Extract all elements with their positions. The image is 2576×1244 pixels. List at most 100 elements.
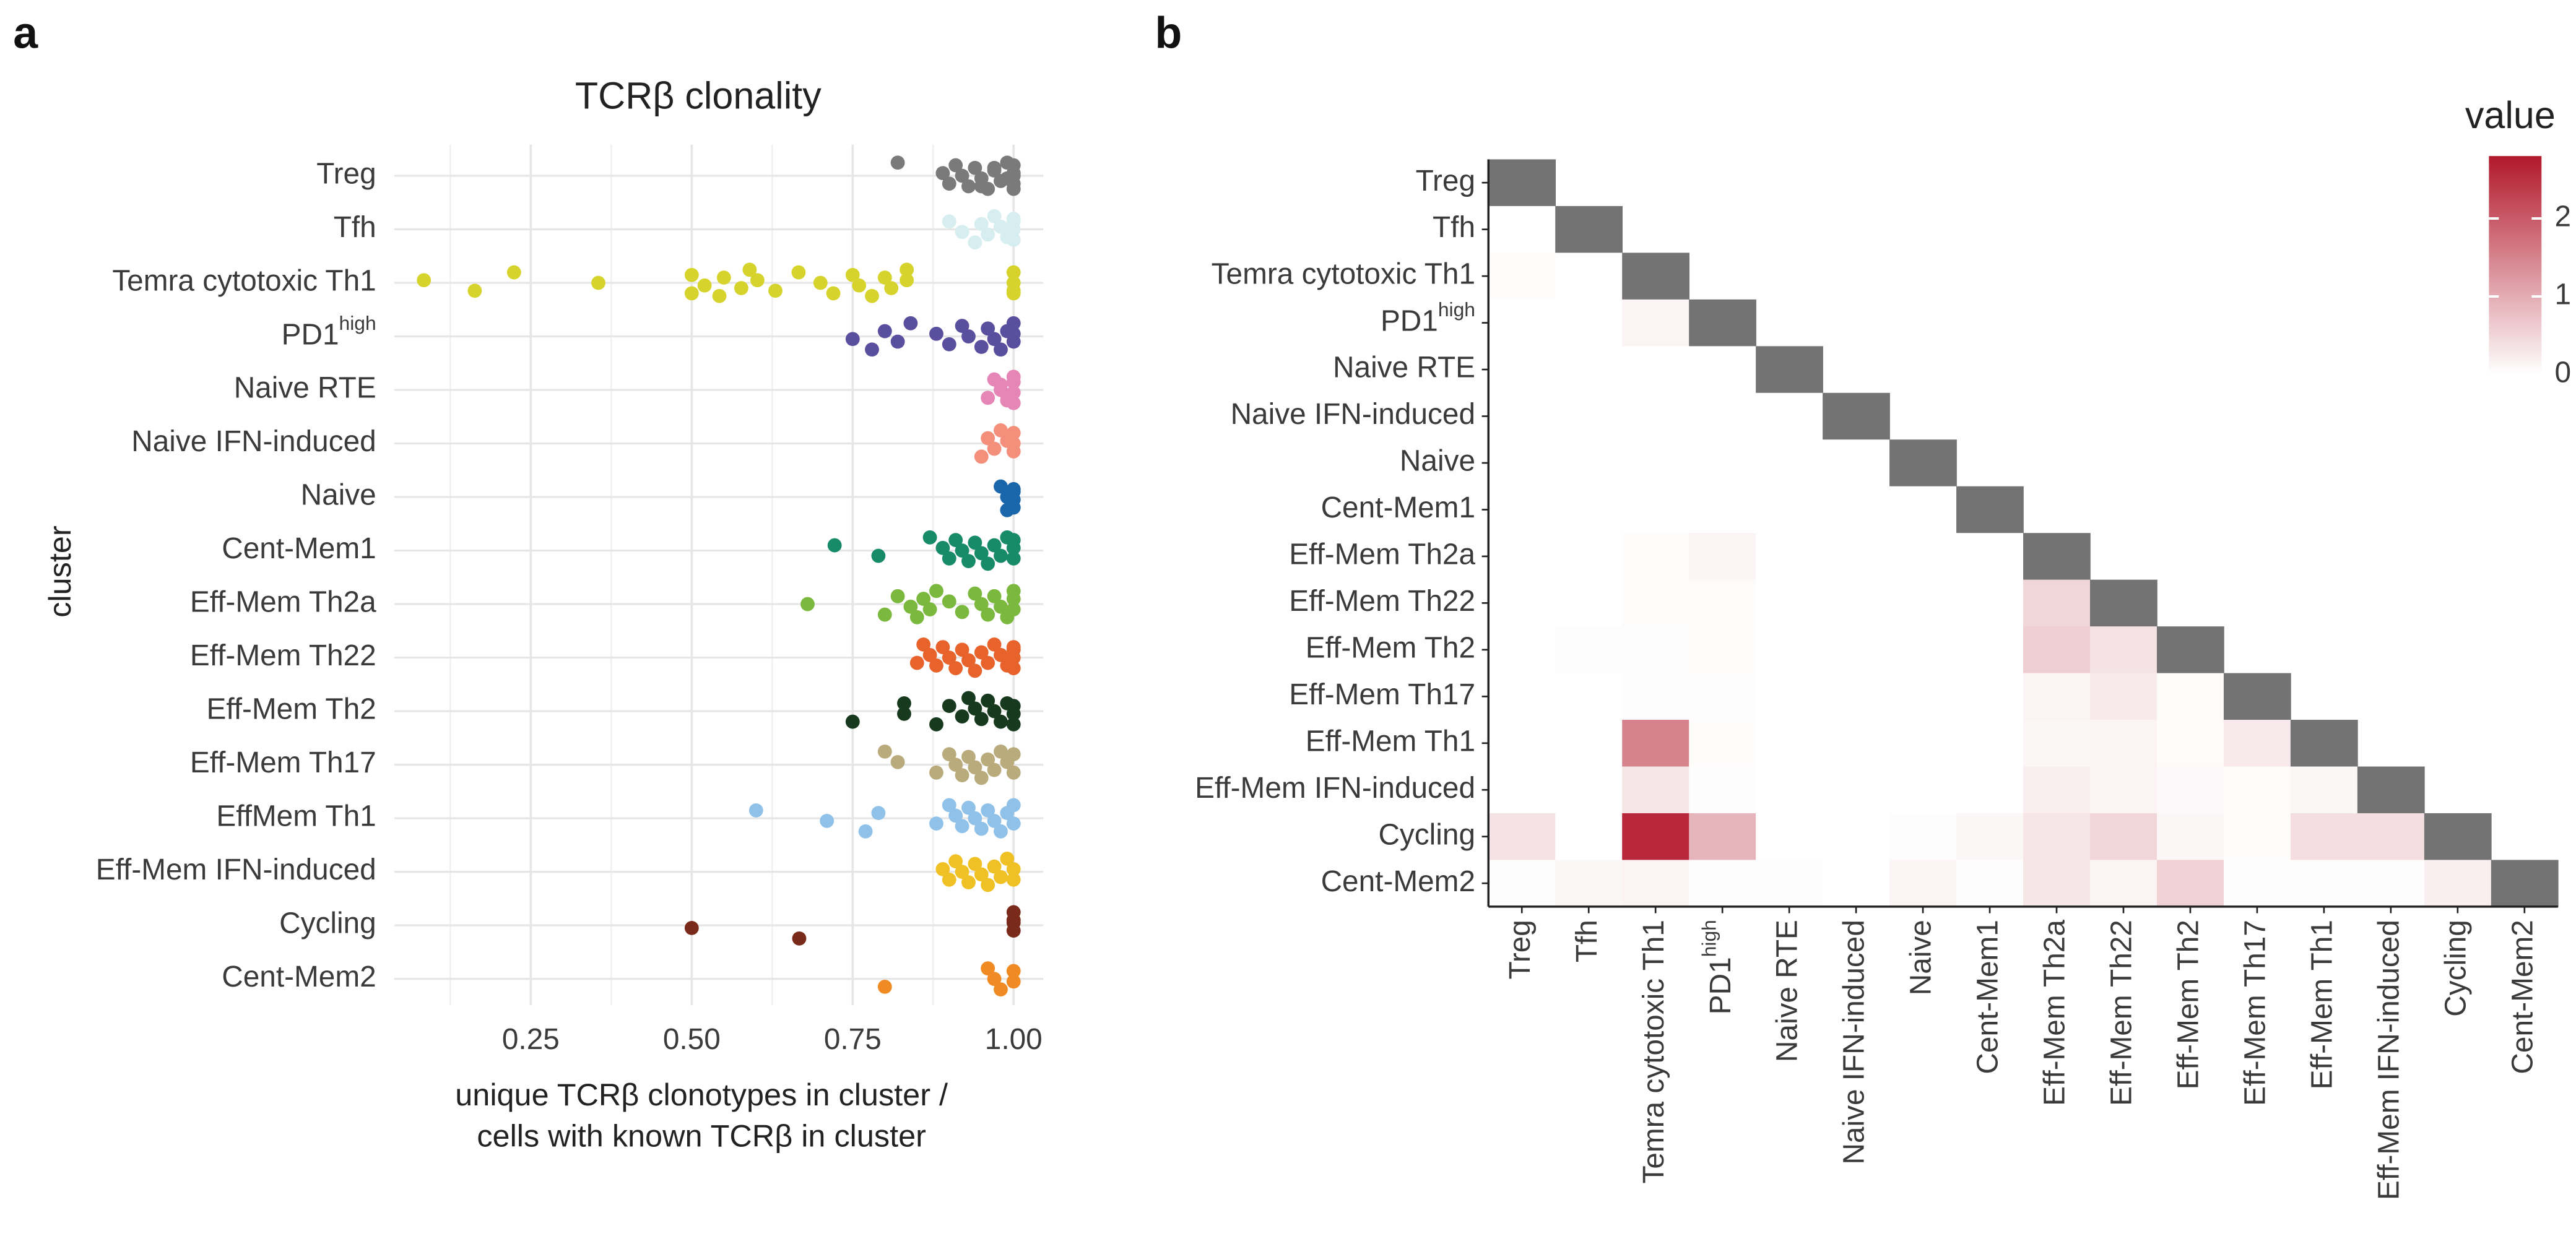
x-tick-label: Cent-Mem2 — [2506, 920, 2539, 1074]
heatmap-cell — [1622, 486, 1689, 533]
point — [852, 278, 867, 293]
heatmap-cell — [1956, 673, 2024, 720]
heatmap-cell — [1823, 533, 1890, 581]
point — [1006, 214, 1021, 229]
x-tick-label: Naive RTE — [1771, 920, 1804, 1062]
point — [994, 219, 1008, 234]
point — [974, 597, 989, 611]
point — [871, 806, 886, 821]
y-tick-label: PD1high — [282, 312, 376, 351]
x-tick-label: Temra cytotoxic Th1 — [1637, 920, 1670, 1183]
x-tick-label: Cycling — [2439, 920, 2472, 1017]
point — [987, 762, 1002, 777]
point — [1006, 533, 1021, 547]
y-tick-label-main: PD1 — [1381, 305, 1438, 337]
point — [1006, 584, 1021, 598]
heatmap-cell — [1756, 673, 1823, 720]
point — [942, 337, 956, 352]
heatmap-cell — [1689, 392, 1756, 441]
heatmap-cell — [2023, 766, 2091, 814]
diagonal-cell — [2290, 720, 2358, 767]
y-tick-label: Eff-Mem IFN-induced — [96, 853, 376, 886]
heatmap-cell — [1488, 392, 1556, 441]
heatmap-cell — [1823, 860, 1890, 907]
diagonal-cell — [1689, 299, 1756, 347]
point — [994, 647, 1008, 662]
heatmap-cell — [1622, 860, 1689, 907]
y-tick-label: Treg — [1416, 165, 1475, 197]
heatmap-cell — [1956, 626, 2024, 674]
y-tick-label: Naive — [301, 479, 376, 512]
heatmap-cell — [1488, 720, 1556, 767]
colorbar-tick-label: 1 — [2555, 279, 2572, 311]
point — [987, 160, 1002, 175]
point — [942, 699, 956, 714]
point — [909, 610, 924, 624]
point — [697, 278, 712, 293]
point — [987, 813, 1002, 828]
heatmap-cell — [1689, 626, 1756, 674]
panel-label: b — [1155, 8, 1182, 58]
point — [968, 760, 982, 775]
point — [813, 275, 828, 290]
point — [1006, 286, 1021, 301]
heatmap-cell — [1756, 439, 1823, 487]
heatmap-cell — [1756, 766, 1823, 814]
heatmap-cell — [2090, 766, 2158, 814]
x-tick-label: Eff-Mem Th2 — [2172, 920, 2205, 1089]
point — [981, 431, 995, 446]
heatmap-cell — [2357, 860, 2425, 907]
heatmap-cell — [1889, 533, 1957, 581]
point — [968, 235, 982, 250]
point — [955, 543, 969, 558]
point — [981, 227, 995, 242]
heatmap-cell — [1689, 439, 1756, 487]
heatmap-cell — [1956, 766, 2024, 814]
point — [1006, 717, 1021, 732]
point — [981, 556, 995, 571]
point — [684, 920, 699, 935]
point — [942, 798, 956, 813]
y-tick-label: Naive RTE — [234, 372, 376, 405]
heatmap-cell — [1555, 813, 1623, 861]
heatmap-cell — [1823, 813, 1890, 861]
point — [1006, 326, 1021, 341]
point — [1006, 426, 1021, 440]
heatmap-cell — [1823, 439, 1890, 487]
point — [897, 706, 911, 721]
point — [994, 342, 1008, 357]
heatmap-cell — [1956, 860, 2024, 907]
point — [961, 554, 976, 568]
point — [981, 391, 995, 405]
heatmap-cell — [2223, 720, 2291, 767]
heatmap-cell — [1488, 766, 1556, 814]
x-tick-label-sup: high — [1698, 920, 1720, 957]
y-tick-label: PD1high — [1381, 298, 1475, 337]
heatmap-cell — [1622, 673, 1689, 720]
point — [994, 714, 1008, 729]
diagonal-cell — [1889, 439, 1957, 487]
point — [948, 808, 963, 823]
x-tick-label: Tfh — [1571, 920, 1603, 962]
point — [909, 655, 924, 670]
y-tick-label-sup: high — [1438, 298, 1475, 321]
point — [974, 712, 989, 727]
y-tick-label: Eff-Mem Th17 — [1289, 678, 1475, 711]
point — [994, 982, 1008, 997]
x-tick-label: 1.00 — [985, 1023, 1043, 1056]
point — [1006, 369, 1021, 384]
point — [974, 867, 989, 882]
point — [948, 533, 963, 547]
point — [417, 273, 432, 288]
heatmap-cell — [2290, 813, 2358, 861]
y-tick-label: Eff-Mem Th2a — [1289, 538, 1475, 571]
heatmap-cell — [1622, 439, 1689, 487]
y-tick-label: Treg — [316, 158, 376, 191]
heatmap-cell — [2090, 673, 2158, 720]
heatmap-cell — [1555, 392, 1623, 441]
point — [1006, 905, 1021, 920]
y-tick-label: Naive — [1400, 445, 1475, 478]
point — [955, 642, 969, 657]
heatmap-cell — [2223, 860, 2291, 907]
x-tick-label-main: PD1 — [1704, 957, 1737, 1014]
